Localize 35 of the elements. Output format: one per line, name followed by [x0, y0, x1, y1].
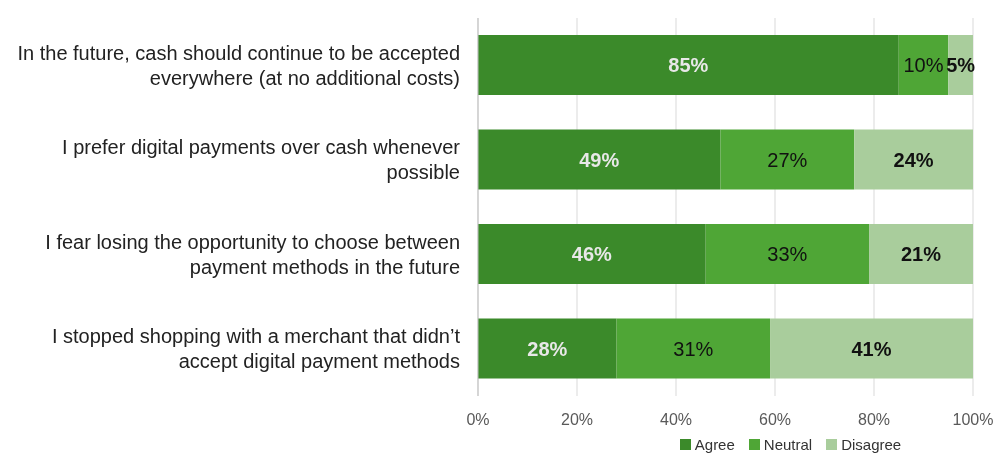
- y-tick-label: I prefer digital payments over cash whenever possible: [62, 136, 461, 184]
- data-label: 24%: [893, 148, 934, 171]
- bar: [770, 318, 973, 379]
- data-label: 10%: [903, 54, 944, 77]
- legend-label: Disagree: [840, 436, 902, 453]
- data-label: 49%: [579, 148, 620, 171]
- legend-label: Agree: [693, 436, 735, 453]
- bar: [478, 224, 706, 285]
- x-tick-label: 100%: [952, 411, 994, 429]
- bar: [478, 35, 899, 96]
- bar: [705, 224, 870, 285]
- x-tick-label: 20%: [560, 411, 594, 429]
- bar: [854, 129, 973, 190]
- data-label: 28%: [527, 337, 568, 360]
- bar: [869, 224, 973, 285]
- x-tick-label: 40%: [659, 411, 693, 429]
- data-label: 5%: [946, 54, 976, 77]
- data-label: 46%: [571, 243, 613, 266]
- data-label: 85%: [668, 54, 709, 77]
- y-tick-label: In the future, cash should continue to be accepted everywhere (at no additional costs): [17, 41, 460, 89]
- x-tick-label: 80%: [857, 411, 891, 429]
- x-tick-label: 60%: [758, 411, 792, 429]
- bar: [478, 318, 617, 379]
- legend-label: Neutral: [762, 436, 813, 453]
- data-label: 41%: [851, 337, 892, 360]
- y-tick-label: I stopped shopping with a merchant that didn’t accept digital payment methods: [51, 325, 461, 373]
- data-label: 21%: [901, 243, 942, 266]
- bar: [616, 318, 771, 379]
- y-tick-label: I fear losing the opportunity to choose between payment methods in the future: [45, 230, 460, 278]
- data-label: 31%: [673, 337, 714, 360]
- bar: [720, 129, 855, 190]
- x-tick-label: 0%: [466, 411, 490, 429]
- data-label: 33%: [767, 243, 808, 266]
- bar: [478, 129, 721, 190]
- data-label: 27%: [767, 148, 808, 171]
